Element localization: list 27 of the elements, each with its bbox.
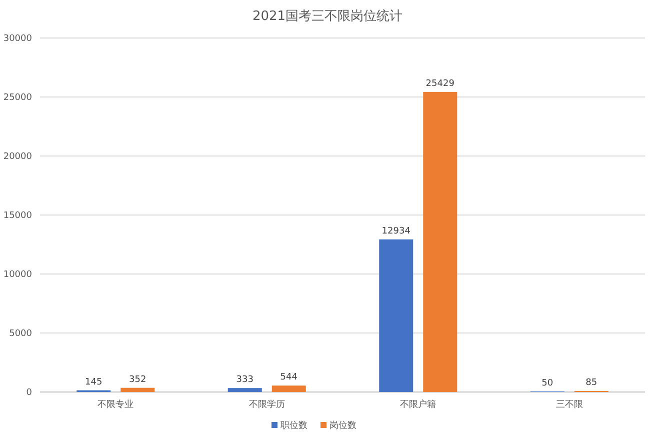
legend-label: 岗位数 — [330, 420, 356, 431]
data-label: 12934 — [382, 226, 411, 236]
bar — [423, 92, 458, 392]
y-tick-label: 15000 — [3, 211, 32, 221]
x-tick-label: 不限专业 — [98, 399, 134, 410]
chart-title: 2021国考三不限岗位统计 — [252, 9, 403, 24]
bar — [379, 239, 414, 392]
y-tick-label: 20000 — [3, 152, 32, 162]
bar — [228, 388, 262, 392]
data-label: 333 — [236, 375, 254, 386]
data-label: 85 — [586, 378, 598, 388]
data-label: 352 — [129, 374, 146, 385]
y-tick-label: 10000 — [3, 270, 32, 280]
data-label: 25429 — [426, 78, 455, 89]
data-label: 145 — [85, 377, 102, 388]
bar — [272, 386, 306, 392]
x-tick-label: 三不限 — [556, 400, 583, 410]
data-label: 50 — [542, 378, 554, 388]
x-tick-label: 不限户籍 — [400, 399, 436, 410]
y-tick-label: 5000 — [9, 329, 32, 339]
bar — [120, 388, 155, 392]
legend-label: 职位数 — [280, 420, 308, 431]
y-tick-label: 30000 — [3, 34, 32, 44]
x-tick-label: 不限学历 — [248, 399, 285, 410]
y-tick-label: 0 — [26, 388, 32, 398]
data-label: 544 — [280, 372, 298, 383]
y-tick-label: 25000 — [3, 93, 32, 103]
